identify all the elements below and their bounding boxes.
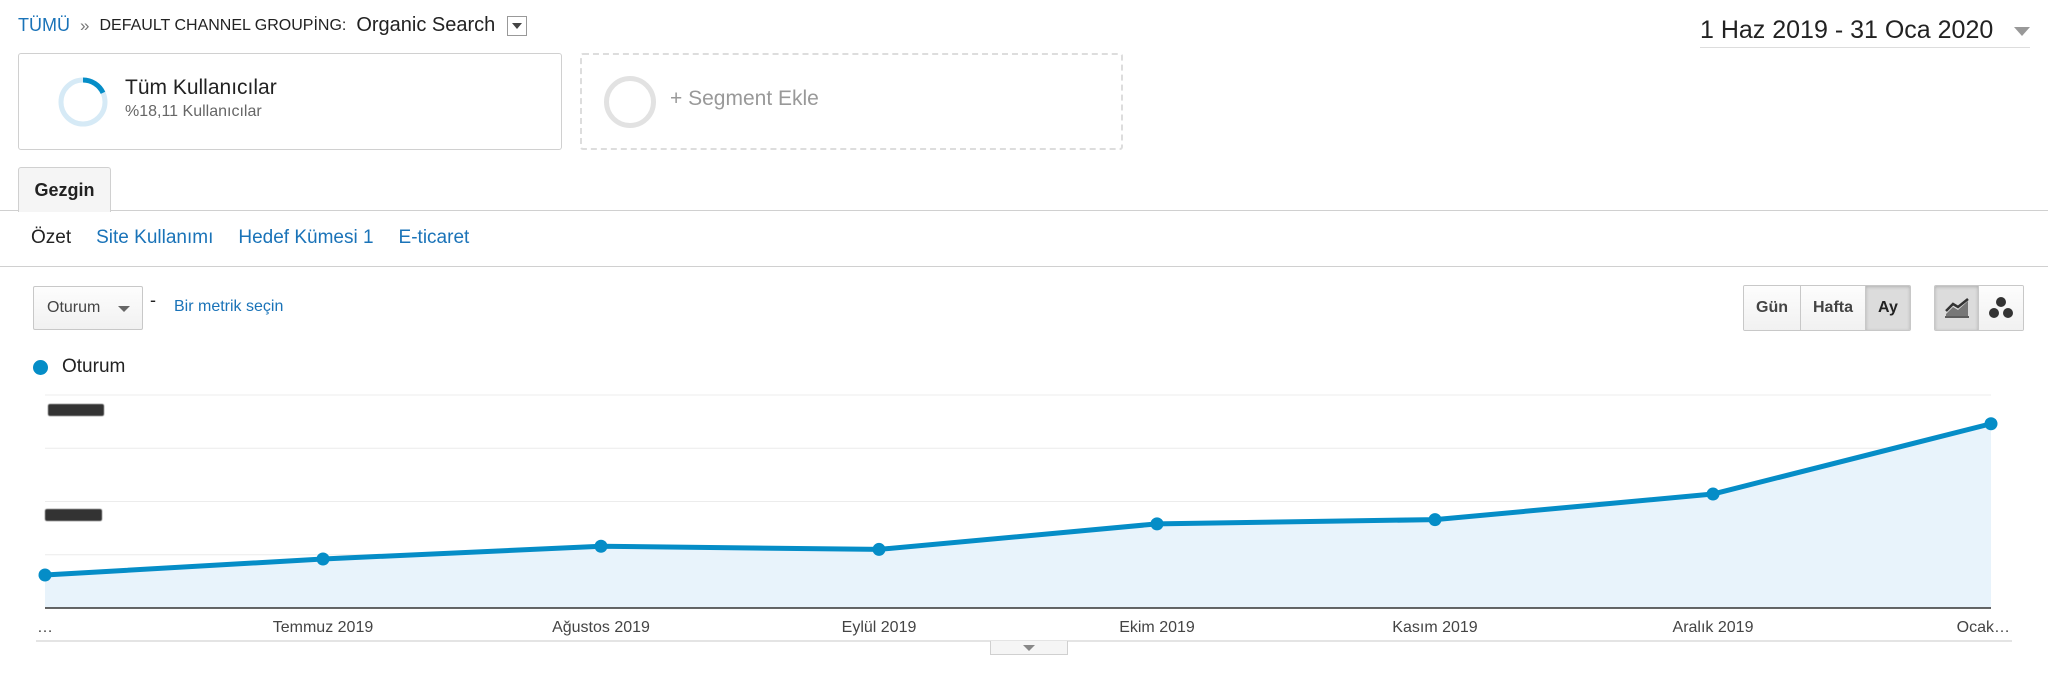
chart-legend: Oturum [33,356,125,378]
explorer-subnav: Özet Site Kullanımı Hedef Kümesi 1 E-tic… [31,227,469,249]
segment-subtitle: %18,11 Kullanıcılar [125,103,262,120]
x-tick-label: Temmuz 2019 [273,619,374,636]
subnav-ecommerce[interactable]: E-ticaret [398,227,470,248]
x-tick-label: Ocak… [1957,619,2010,636]
line-chart-button[interactable] [1935,286,1979,330]
motion-chart-icon [1989,297,2013,318]
subnav-site-usage[interactable]: Site Kullanımı [96,227,214,248]
period-week-button[interactable]: Hafta [1801,286,1867,330]
chart-collapse-toggle[interactable] [990,641,1068,655]
chart-view-toggle [1934,285,2024,331]
breadcrumb: TÜMÜ » DEFAULT CHANNEL GROUPİNG: Organic… [18,14,528,37]
subnav-goal-set-1[interactable]: Hedef Kümesi 1 [238,227,374,248]
segment-donut-icon [58,77,108,127]
pick-metric-link[interactable]: Bir metrik seçin [174,298,284,315]
legend-series-label: Oturum [62,356,126,377]
redacted-y-tick [45,509,102,521]
line-chart-icon [1944,298,1969,318]
motion-chart-button[interactable] [1979,286,2023,330]
x-tick-label: … [37,619,53,636]
date-range-label: 1 Haz 2019 - 31 Oca 2020 [1700,16,1994,44]
period-month-button[interactable]: Ay [1866,286,1910,330]
x-tick-label: Ağustos 2019 [552,619,650,636]
tab-explorer[interactable]: Gezgin [18,167,111,212]
subnav-summary[interactable]: Özet [31,227,72,248]
empty-segment-icon [604,76,656,128]
series-area-oturum [45,423,1991,608]
data-point [872,542,886,556]
tab-divider [0,210,2048,211]
breadcrumb-dropdown-button[interactable] [507,15,528,36]
x-tick-label: Ekim 2019 [1119,619,1195,636]
chevron-down-icon [118,306,130,312]
data-point [1428,513,1442,527]
data-point [38,568,52,582]
chevron-down-icon [2014,27,2030,36]
legend-series-dot [33,359,48,375]
breadcrumb-grouping-label: DEFAULT CHANNEL GROUPİNG: [99,16,347,34]
redacted-y-tick [48,404,104,416]
x-tick-label: Eylül 2019 [842,619,917,636]
metric-select-value: Oturum [47,299,101,316]
data-point [1150,517,1164,531]
series-line-oturum [44,421,1992,578]
breadcrumb-value: Organic Search [356,14,496,36]
breadcrumb-all-link[interactable]: TÜMÜ [18,15,70,35]
segment-all-users[interactable]: Tüm Kullanıcılar %18,11 Kullanıcılar [18,53,562,150]
metric-separator: - [150,290,156,310]
date-range-picker[interactable]: 1 Haz 2019 - 31 Oca 2020 [1700,14,2030,48]
period-day-button[interactable]: Gün [1744,286,1801,330]
x-tick-label: Aralık 2019 [1673,619,1754,636]
chevron-down-icon [1023,644,1035,651]
breadcrumb-separator: » [80,15,90,35]
data-point [1706,487,1720,501]
add-segment-label: + Segment Ekle [670,87,819,110]
x-tick-label: Kasım 2019 [1392,619,1477,636]
data-point [594,539,608,553]
data-point [316,552,330,566]
period-toggle: Gün Hafta Ay [1743,285,1911,331]
data-point [1984,417,1998,431]
chevron-down-icon [512,22,523,29]
metric-select[interactable]: Oturum [33,286,143,330]
add-segment-button[interactable]: + Segment Ekle [580,53,1123,150]
sessions-area-chart: … Temmuz 2019 Ağustos 2019 Eylül 2019 Ekim 2… [36,394,2012,642]
segment-title: Tüm Kullanıcılar [125,76,277,99]
subnav-divider [0,266,2048,267]
